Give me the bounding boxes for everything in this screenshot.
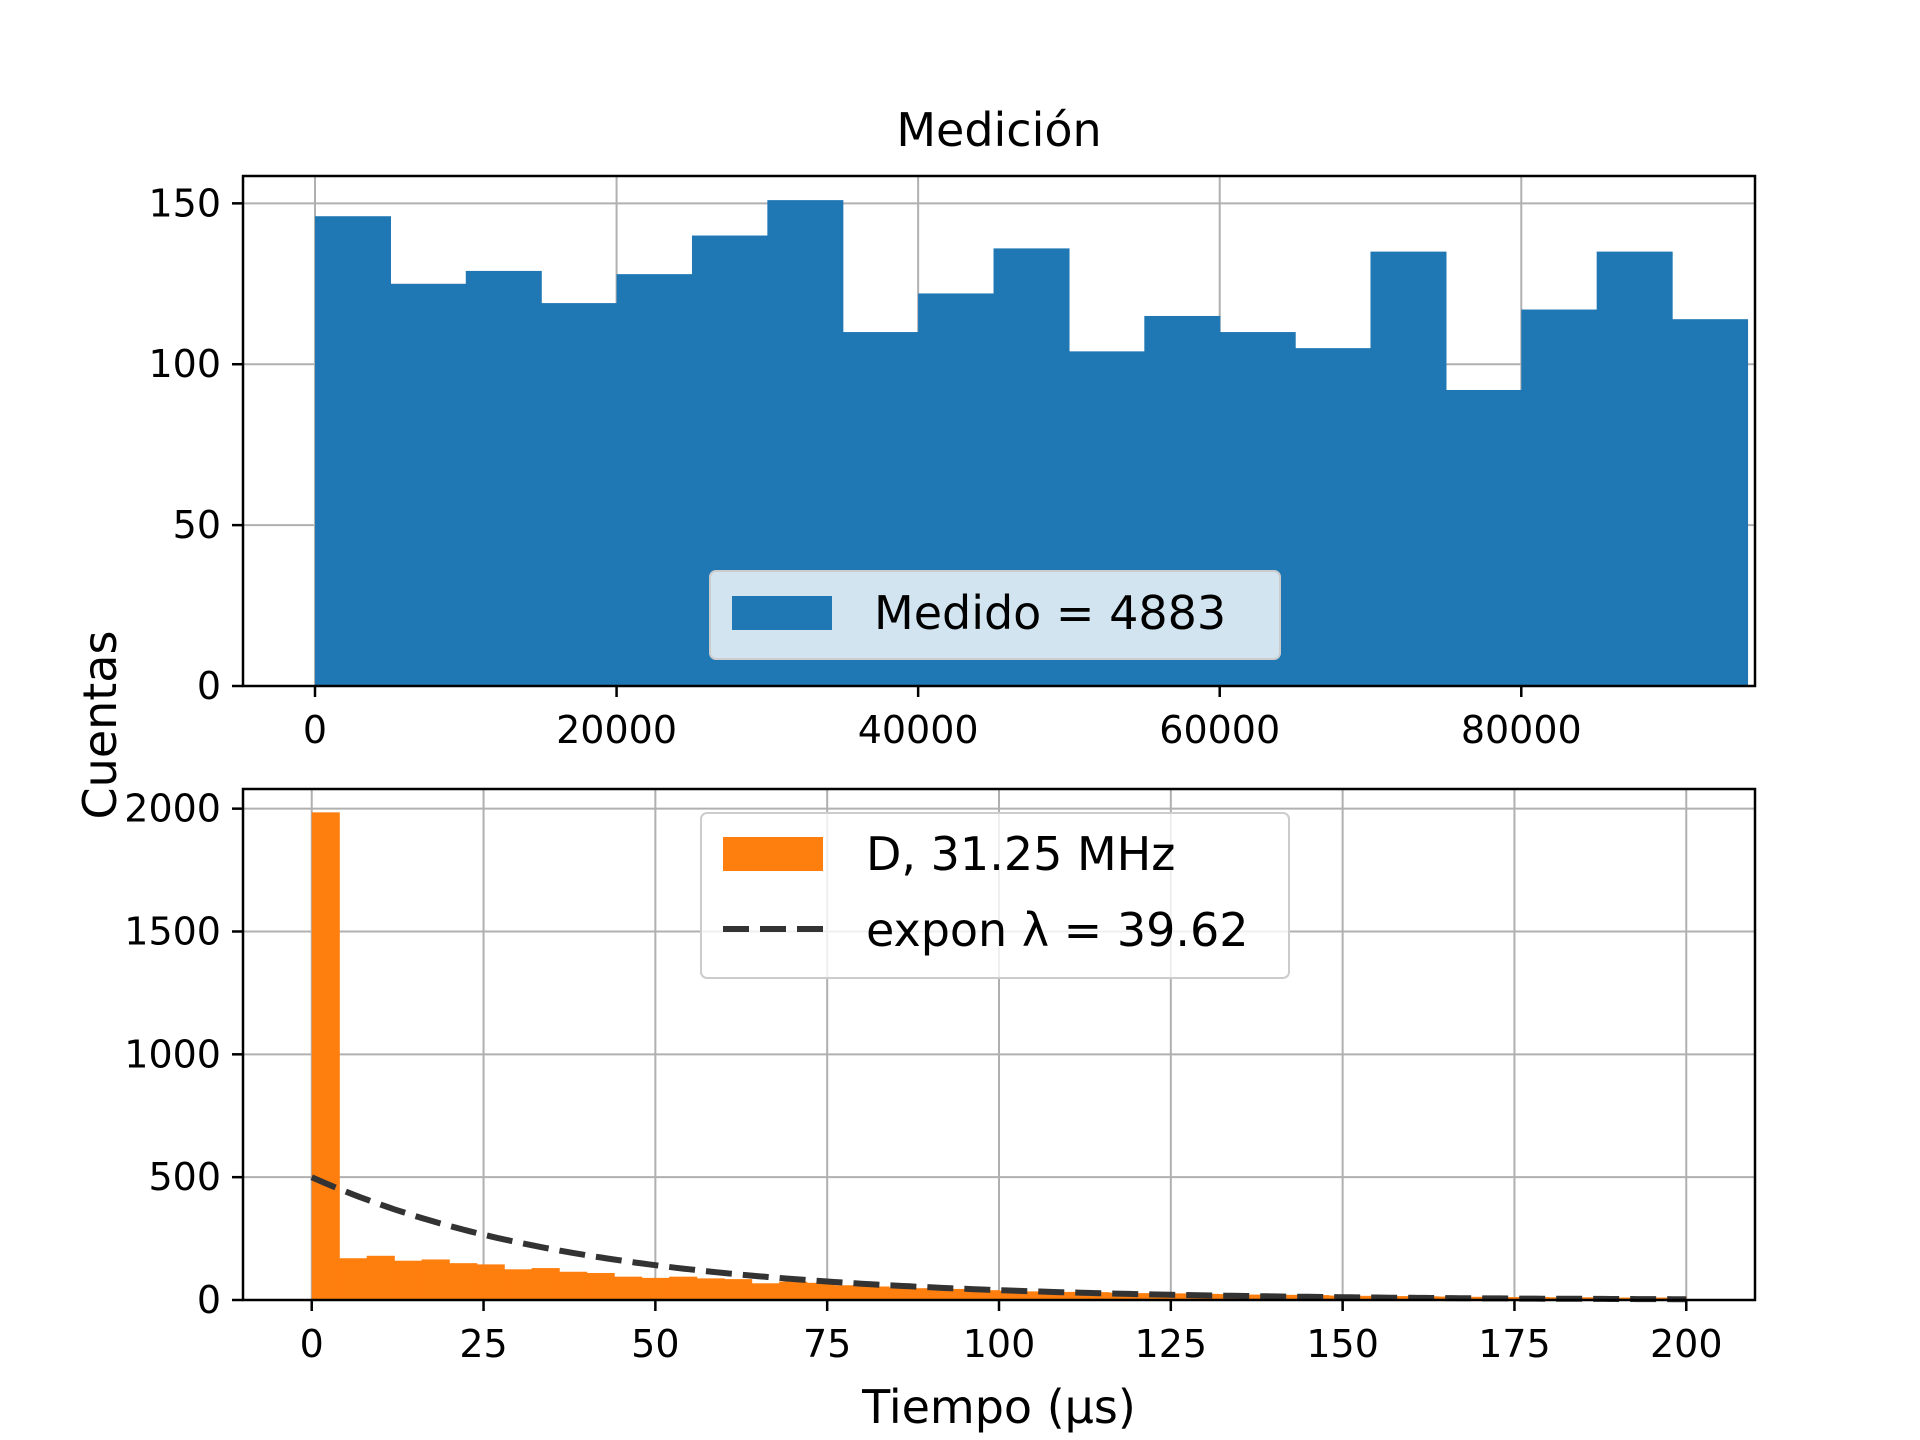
histogram-bar	[1576, 1297, 1605, 1300]
top-legend-box	[709, 570, 1281, 660]
histogram-bar	[751, 1283, 780, 1300]
histogram-bar	[366, 1255, 395, 1300]
x-tick-label: 0	[303, 708, 327, 752]
histogram-bar	[971, 1290, 1000, 1300]
x-tick-label: 75	[803, 1322, 851, 1366]
histogram-bar	[669, 1276, 698, 1300]
histogram-bar	[614, 1276, 643, 1300]
y-tick-label: 0	[197, 1278, 221, 1322]
histogram-bar	[641, 1277, 670, 1300]
bottom-legend-hist-swatch	[723, 837, 823, 871]
histogram-bar	[779, 1281, 808, 1300]
y-tick-label: 0	[197, 664, 221, 708]
y-tick-label: 500	[148, 1155, 221, 1199]
histogram-bar	[944, 1288, 973, 1300]
top-ticks: 0 20000 40000 60000 80000 0 50 100 150	[148, 181, 1581, 752]
histogram-bar	[806, 1282, 835, 1300]
y-tick-label: 1500	[124, 909, 221, 953]
histogram-bar	[861, 1286, 890, 1300]
top-legend-label: Medido = 4883	[874, 586, 1226, 640]
histogram-bar	[586, 1272, 615, 1300]
x-tick-label: 80000	[1461, 708, 1582, 752]
histogram-bar	[449, 1263, 478, 1300]
histogram-bar	[1596, 251, 1673, 686]
histogram-bar	[834, 1285, 863, 1300]
y-tick-label: 50	[173, 503, 221, 547]
histogram-bar	[1466, 1296, 1495, 1300]
exponential-fit-line	[310, 1174, 1687, 1303]
histogram-bar	[916, 1288, 945, 1300]
histogram-bar	[531, 1268, 560, 1300]
bottom-legend-hist-label: D, 31.25 MHz	[866, 827, 1175, 881]
histogram-bar	[339, 1258, 368, 1300]
top-legend: Medido = 4883	[709, 570, 1281, 660]
histogram-bar	[465, 270, 542, 686]
histogram-bar	[1370, 251, 1447, 686]
histogram-bar	[616, 274, 693, 686]
bottom-x-axis-label: Tiempo (μs)	[861, 1380, 1136, 1434]
histogram-bar	[1521, 309, 1598, 686]
x-tick-label: 40000	[858, 708, 979, 752]
histogram-bar	[1356, 1295, 1385, 1300]
x-tick-label: 0	[300, 1322, 324, 1366]
histogram-bar	[311, 812, 340, 1300]
histogram-bar	[1163, 1293, 1193, 1300]
top-axes-frame	[241, 174, 1757, 688]
histogram-bar	[724, 1279, 753, 1300]
bottom-legend-box	[700, 812, 1290, 979]
histogram-bar	[541, 303, 618, 686]
histogram-bar	[1383, 1296, 1412, 1300]
histogram-bar	[1672, 319, 1749, 686]
x-tick-label: 50	[631, 1322, 679, 1366]
x-tick-label: 25	[459, 1322, 507, 1366]
histogram-bar	[999, 1290, 1028, 1300]
y-tick-label: 150	[148, 181, 221, 225]
x-tick-label: 175	[1478, 1322, 1551, 1366]
histogram-bar	[476, 1264, 505, 1300]
histogram-bar	[390, 283, 467, 686]
x-tick-label: 100	[963, 1322, 1036, 1366]
histogram-bar	[394, 1260, 423, 1300]
histogram-bar	[421, 1259, 450, 1300]
top-legend-swatch	[732, 596, 832, 630]
y-tick-label: 2000	[124, 787, 221, 831]
histogram-bar	[1026, 1291, 1055, 1300]
histogram-bar	[559, 1271, 588, 1300]
x-tick-label: 200	[1650, 1322, 1723, 1366]
histogram-bar	[1273, 1294, 1302, 1300]
bottom-legend: D, 31.25 MHz expon λ = 39.62	[700, 812, 1290, 979]
x-tick-label: 20000	[556, 708, 677, 752]
x-tick-label: 150	[1306, 1322, 1379, 1366]
histogram-bar	[696, 1278, 725, 1300]
x-tick-label: 125	[1135, 1322, 1208, 1366]
y-tick-label: 1000	[124, 1032, 221, 1076]
x-tick-label: 60000	[1159, 708, 1280, 752]
histogram-bar	[1053, 1291, 1083, 1300]
y-tick-label: 100	[148, 342, 221, 386]
bottom-legend-fit-label: expon λ = 39.62	[866, 903, 1249, 957]
histogram-bar	[1445, 389, 1522, 686]
histogram-bar	[504, 1269, 533, 1300]
shared-y-axis-label: Cuentas	[73, 631, 127, 820]
histogram-bar	[889, 1287, 918, 1300]
histogram-bar	[315, 216, 391, 686]
histogram-bar	[1295, 348, 1372, 686]
top-chart-title: Medición	[896, 103, 1101, 157]
